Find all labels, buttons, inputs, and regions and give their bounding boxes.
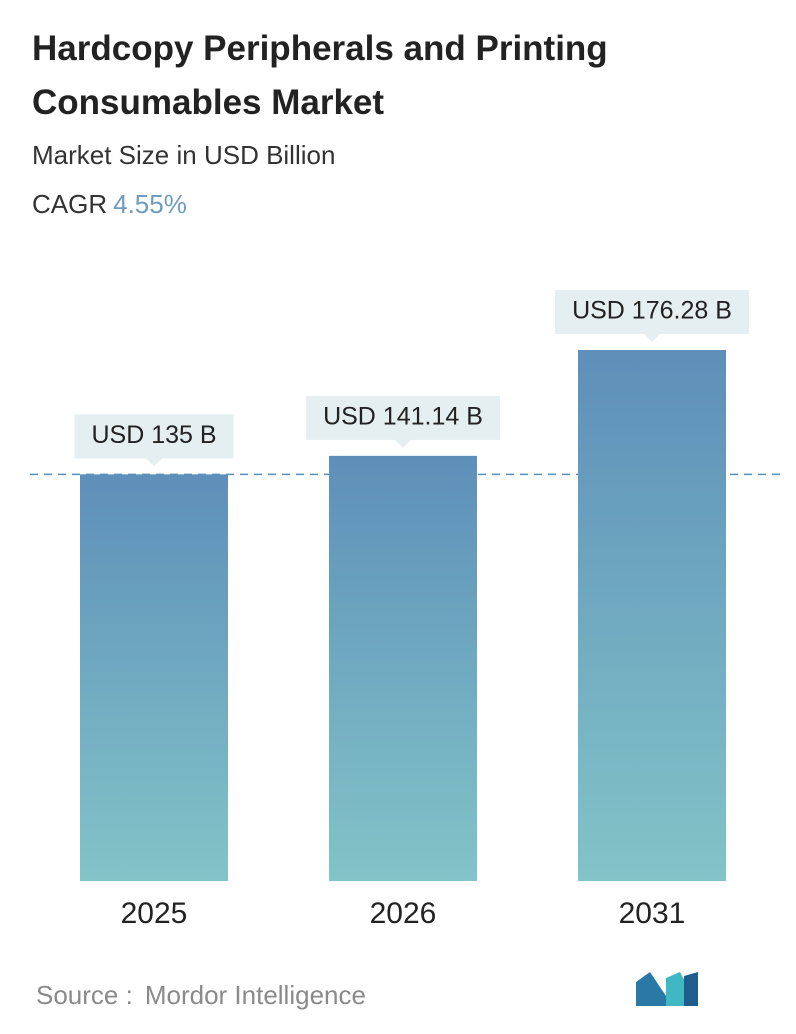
source: Source : Mordor Intelligence	[36, 980, 366, 1011]
bar	[80, 474, 228, 881]
source-label: Source :	[36, 980, 133, 1010]
logo	[636, 972, 698, 1006]
data-label: USD 176.28 B	[572, 297, 732, 325]
source-name: Mordor Intelligence	[144, 980, 366, 1010]
x-tick-label: 2026	[370, 897, 437, 930]
x-tick-label: 2031	[619, 897, 686, 930]
cagr: CAGR 4.55%	[32, 189, 187, 220]
label-box	[306, 395, 500, 448]
chart-subtitle: Market Size in USD Billion	[32, 140, 336, 170]
cagr-label: CAGR	[32, 189, 108, 219]
data-label: USD 135 B	[91, 421, 216, 449]
x-tick-label: 2025	[121, 897, 188, 930]
label-box	[74, 414, 234, 467]
bar	[329, 455, 477, 881]
label-box	[555, 290, 749, 342]
bar	[578, 350, 726, 881]
data-label: USD 141.14 B	[323, 402, 483, 430]
chart-title: Hardcopy Peripherals and Printing Consum…	[32, 29, 608, 122]
cagr-value: 4.55%	[113, 189, 187, 219]
